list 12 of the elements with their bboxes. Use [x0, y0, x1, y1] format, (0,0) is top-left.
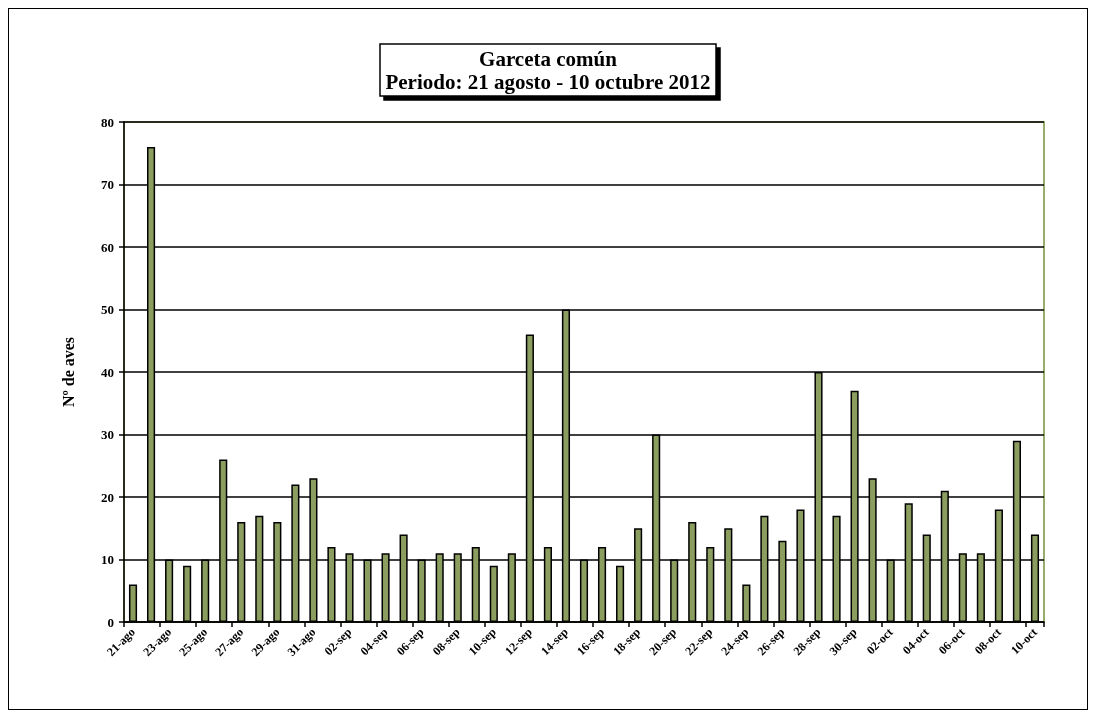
y-tick-label: 0 [107, 614, 114, 630]
y-axis-title: Nº de aves [59, 336, 77, 408]
y-tick-label: 70 [101, 177, 114, 192]
y-tick-label: 80 [101, 114, 114, 130]
y-tick-label: 40 [101, 364, 114, 380]
y-tick-label: 20 [101, 489, 114, 505]
y-tick-label: 50 [101, 302, 114, 317]
y-tick-label: 10 [101, 552, 114, 567]
y-tick-label: 30 [101, 427, 114, 442]
chart-title: Garceta común [479, 46, 618, 71]
y-tick-label: 60 [101, 239, 114, 255]
chart-subtitle: Periodo: 21 agosto - 10 octubre 2012 [385, 69, 711, 94]
